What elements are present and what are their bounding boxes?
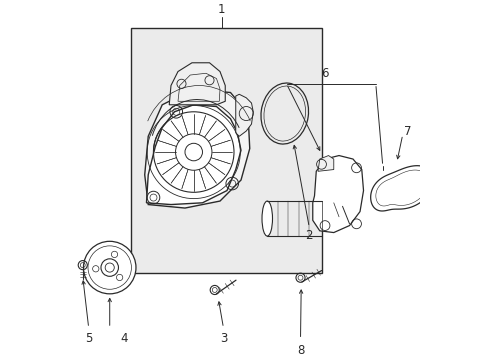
Polygon shape [312,156,363,233]
Text: 8: 8 [296,343,304,356]
Polygon shape [235,94,253,136]
Circle shape [83,241,136,294]
Text: 2: 2 [305,229,312,242]
Polygon shape [169,63,225,105]
Text: 5: 5 [85,332,92,345]
Text: 7: 7 [403,125,410,138]
Text: 6: 6 [321,67,328,80]
Bar [130,28,321,273]
Polygon shape [317,156,333,171]
Polygon shape [144,89,249,208]
Polygon shape [146,105,241,204]
Polygon shape [370,166,433,211]
Circle shape [153,112,234,192]
Ellipse shape [262,201,272,236]
Text: 1: 1 [218,3,225,15]
Text: 3: 3 [220,332,227,345]
Text: 4: 4 [120,332,127,345]
Circle shape [175,134,211,170]
